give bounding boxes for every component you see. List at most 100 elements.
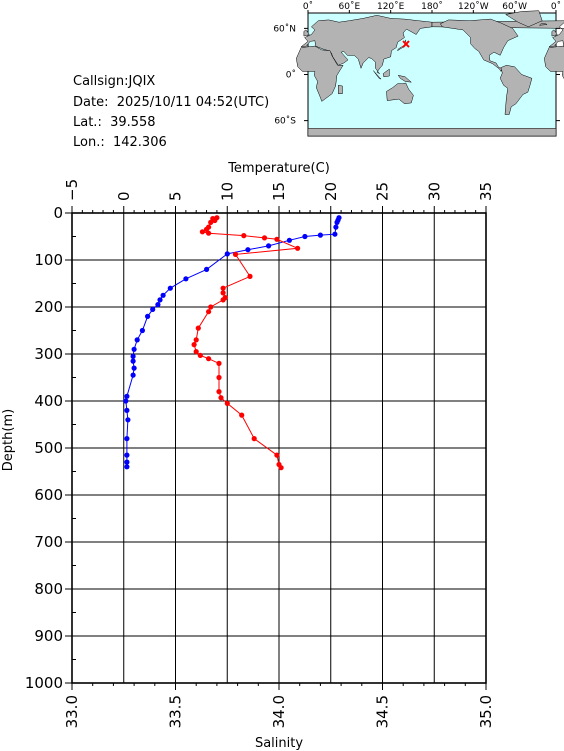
left-axis-tick-label: 900	[34, 627, 63, 645]
land-shape	[296, 45, 344, 102]
map-lon-label: 180˚	[421, 1, 443, 12]
salinity-point	[197, 352, 203, 358]
temperature-point	[167, 285, 173, 291]
top-axis-title: Temperature(C)	[227, 161, 330, 176]
temperature-point	[124, 393, 130, 399]
left-axis-tick-label: 0	[53, 204, 63, 222]
land-shape	[307, 128, 557, 137]
salinity-point	[208, 219, 214, 225]
temperature-point	[157, 297, 163, 303]
temperature-point	[124, 407, 130, 413]
lon-text: Lon.: 142.306	[73, 135, 167, 150]
left-axis-tick-label: 700	[34, 533, 63, 551]
left-axis-tick-label: 100	[34, 251, 63, 269]
land-shape	[373, 70, 382, 80]
temperature-point	[204, 266, 210, 272]
temperature-point	[302, 233, 308, 240]
temperature-point	[333, 224, 339, 230]
land-shape	[397, 74, 413, 83]
land-shape	[499, 65, 533, 115]
map-land	[296, 10, 564, 137]
temperature-point	[123, 398, 129, 404]
salinity-point	[220, 290, 226, 296]
salinity-point	[193, 349, 199, 355]
temperature-point	[317, 232, 323, 238]
salinity-point	[208, 304, 214, 310]
salinity-point	[220, 297, 226, 303]
left-axis-title: Depth(m)	[1, 409, 16, 471]
temperature-point	[124, 464, 130, 470]
bottom-axis-tick-label: 35.0	[477, 695, 495, 728]
temperature-point	[131, 346, 137, 352]
salinity-point	[251, 436, 257, 442]
land-shape	[439, 18, 519, 72]
bottom-axis-tick-label: 33.5	[167, 695, 185, 728]
temperature-point	[130, 372, 136, 378]
salinity-point	[241, 233, 247, 239]
temperature-point	[124, 452, 130, 458]
map-lon-label: 120˚E	[377, 1, 405, 12]
map-labels: 0˚ 60˚E 120˚E 180˚ 120˚W 60˚W 0˚ 60˚N 0˚ 60˚S	[273, 1, 561, 127]
map-lat-label: 60˚S	[274, 116, 296, 127]
temperature-point	[160, 292, 166, 298]
temperature-point	[124, 459, 130, 465]
temperature-point	[124, 436, 130, 442]
land-shape	[551, 29, 558, 37]
top-axis-tick-label: 25	[374, 182, 392, 201]
map-ticks	[304, 10, 560, 122]
salinity-point	[216, 374, 222, 381]
salinity-point	[216, 360, 222, 366]
left-axis-tick-label: 300	[34, 345, 63, 363]
map-lat-label: 0˚	[286, 70, 296, 81]
temperature-point	[150, 306, 156, 312]
date-text: Date: 2025/10/11 04:52(UTC)	[73, 95, 270, 110]
land-shape	[338, 85, 343, 94]
land-shape	[386, 82, 414, 104]
salinity-point	[191, 342, 197, 348]
salinity-point	[206, 356, 212, 362]
salinity-point	[220, 285, 226, 291]
map-lon-label: 0˚	[303, 1, 313, 12]
left-axis-tick-label: 800	[34, 580, 63, 598]
temperature-point	[286, 237, 292, 243]
salinity-point	[295, 245, 301, 251]
temperature-point	[131, 365, 137, 371]
map-lon-label: 60˚W	[502, 1, 527, 12]
top-axis-tick-label: 15	[270, 182, 288, 201]
temperature-point	[155, 302, 161, 308]
bottom-axis-title: Salinity	[255, 736, 303, 751]
salinity-point	[206, 230, 212, 236]
temperature-point	[139, 327, 145, 334]
salinity-point	[278, 465, 284, 471]
land-shape	[397, 39, 407, 52]
temperature-point	[145, 313, 151, 319]
bottom-axis-tick-label: 34.5	[374, 695, 392, 728]
temperature-line	[125, 217, 340, 467]
salinity-point	[224, 400, 230, 406]
salinity-point	[274, 452, 280, 458]
top-axis-tick-label: 0	[115, 191, 133, 201]
salinity-point	[261, 235, 268, 241]
left-axis-tick-label: 1000	[25, 674, 63, 692]
left-axis-tick-label: 400	[34, 392, 63, 410]
temperature-point	[266, 243, 272, 249]
map-lon-label: 60˚E	[339, 1, 361, 12]
temperature-point	[125, 417, 131, 423]
data-series	[123, 215, 342, 471]
bottom-axis-tick-label: 33.0	[63, 695, 81, 728]
chart-grid	[71, 212, 487, 684]
salinity-point	[199, 229, 205, 235]
temperature-point	[130, 358, 136, 364]
salinity-point	[247, 273, 253, 279]
temperature-point	[245, 247, 251, 253]
land-shape	[431, 20, 564, 48]
salinity-point	[274, 236, 280, 242]
left-axis-tick-label: 200	[34, 298, 63, 316]
salinity-point	[216, 389, 222, 395]
salinity-point	[195, 325, 201, 331]
station-marker	[402, 40, 410, 48]
top-axis-tick-label: 30	[425, 182, 443, 201]
land-shape	[303, 29, 310, 37]
salinity-line	[193, 217, 300, 468]
